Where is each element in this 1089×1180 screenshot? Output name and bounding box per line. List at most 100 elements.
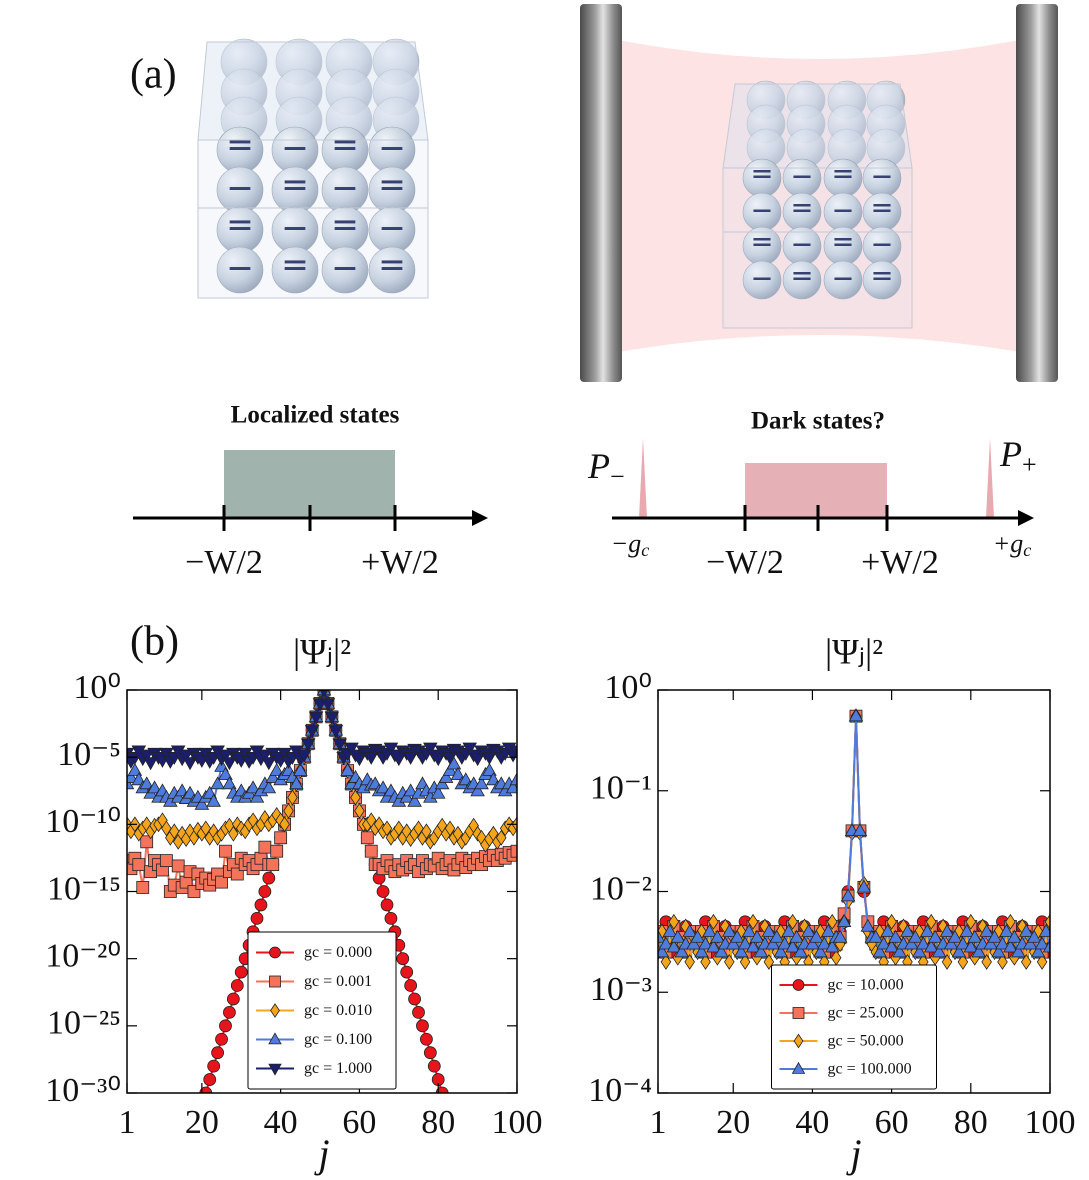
marker: [340, 762, 355, 776]
cavity-art: [580, 4, 1058, 382]
marker: [408, 992, 421, 1006]
dipole: [284, 267, 306, 270]
dipole: [753, 209, 771, 212]
x-tick-label: 1: [650, 1104, 667, 1141]
marker: [215, 875, 228, 889]
dipole: [834, 277, 852, 280]
marker: [404, 979, 418, 992]
marker: [951, 944, 967, 958]
marker: [1034, 936, 1050, 950]
marker: [840, 888, 856, 902]
marker: [376, 885, 390, 898]
marker: [324, 711, 340, 725]
legend-marker: [793, 1033, 804, 1049]
marker: [777, 936, 792, 950]
dipole: [834, 175, 852, 178]
x-tick-label: 1: [119, 1104, 136, 1141]
marker: [219, 844, 232, 858]
dipole: [753, 238, 771, 241]
marker: [421, 823, 432, 840]
marker: [474, 776, 489, 790]
legend-label: gc = 0.100: [304, 1031, 372, 1048]
y-tick-label: 10⁻⁴: [588, 1072, 652, 1109]
marker: [904, 936, 919, 950]
y-tick-label: 10⁻²⁰: [45, 937, 121, 974]
marker: [706, 939, 721, 953]
dipole: [793, 204, 811, 207]
x-tick-label: 100: [492, 1104, 543, 1141]
marker: [900, 923, 915, 937]
marker: [423, 1046, 437, 1060]
legend-label: gc = 0.000: [304, 944, 372, 961]
marker: [1018, 923, 1034, 937]
mirror-left: [580, 4, 622, 382]
marker: [266, 858, 280, 872]
marker: [805, 936, 820, 950]
marker: [400, 965, 414, 979]
peak-label: P−: [587, 446, 625, 491]
marker: [787, 913, 798, 930]
coupling-label: −gc: [611, 529, 650, 560]
x-tick-label: 80: [954, 1104, 988, 1141]
marker: [781, 923, 796, 937]
marker: [139, 776, 154, 790]
marker: [407, 793, 422, 807]
legend-marker: [792, 1007, 805, 1019]
marker: [809, 929, 824, 943]
marker: [702, 923, 717, 937]
dipole: [381, 180, 403, 184]
marker: [262, 871, 276, 885]
cavity-beam: [618, 40, 1020, 352]
marker: [396, 952, 410, 966]
marker: [438, 769, 454, 783]
marker: [868, 929, 884, 943]
plot-area: [127, 690, 517, 1093]
marker: [257, 749, 273, 763]
dipole: [793, 272, 811, 275]
marker: [684, 954, 695, 970]
marker: [1022, 936, 1038, 950]
marker: [254, 898, 268, 912]
marker: [660, 954, 672, 970]
legend-label: gc = 50.000: [828, 1033, 904, 1050]
legend-marker: [792, 979, 805, 991]
panel-label: (a): [130, 52, 177, 98]
marker: [745, 939, 761, 953]
marker: [749, 929, 765, 943]
subscript: −: [610, 462, 625, 491]
x-tick-label: 20: [716, 1104, 750, 1141]
dipole: [381, 267, 403, 270]
tick-label: −W/2: [706, 544, 784, 581]
marker: [270, 844, 284, 858]
marker: [925, 913, 937, 930]
marker: [793, 944, 808, 958]
marker: [375, 780, 391, 794]
dipole: [873, 204, 891, 207]
marker: [1007, 929, 1022, 943]
box-front: [197, 139, 429, 299]
y-tick-label: 10⁻²⁵: [47, 1005, 121, 1042]
marker: [1044, 913, 1050, 930]
marker: [381, 820, 393, 837]
y-tick-label: 10⁻¹: [590, 770, 652, 807]
marker: [140, 835, 154, 849]
subscript: c: [1023, 540, 1031, 560]
dipole: [229, 220, 251, 224]
marker: [947, 929, 963, 943]
peak: [986, 438, 994, 518]
dipole: [793, 277, 811, 280]
marker: [892, 944, 907, 958]
marker: [826, 913, 838, 930]
dipole: [753, 243, 771, 246]
marker: [296, 749, 312, 763]
marker: [419, 1032, 433, 1046]
chart-title: |Ψⱼ|²: [293, 631, 351, 671]
marker: [769, 929, 785, 943]
marker: [434, 776, 450, 790]
subscript: +: [1022, 450, 1037, 479]
box-top: [722, 83, 913, 169]
marker: [698, 936, 713, 950]
marker: [729, 929, 745, 943]
marker: [230, 979, 244, 992]
marker: [293, 762, 308, 776]
